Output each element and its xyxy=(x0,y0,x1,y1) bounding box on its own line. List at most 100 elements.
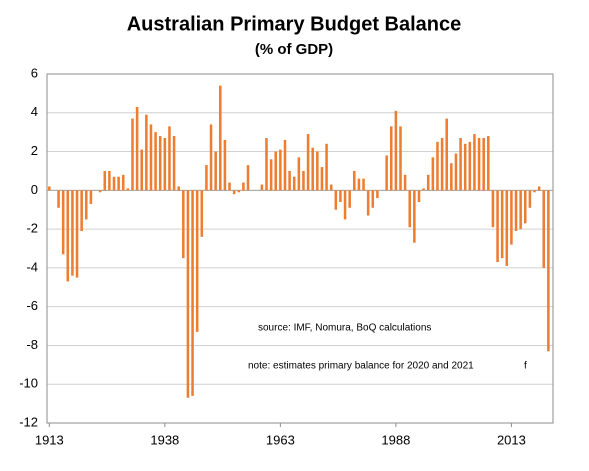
bar xyxy=(158,136,162,191)
bar xyxy=(496,190,499,263)
bar xyxy=(200,190,204,237)
bar xyxy=(468,141,472,191)
bar xyxy=(191,190,194,396)
bar xyxy=(232,190,236,195)
bar xyxy=(71,190,74,276)
x-tick-label: 1938 xyxy=(150,432,179,447)
bar xyxy=(547,190,550,352)
x-tick-label: 1963 xyxy=(266,432,295,447)
bar xyxy=(112,176,116,191)
bar xyxy=(329,184,333,191)
bar xyxy=(140,149,144,191)
bar xyxy=(311,147,314,191)
bar xyxy=(394,110,398,191)
bar xyxy=(135,106,139,191)
bar xyxy=(283,139,287,191)
bar xyxy=(186,190,190,398)
bar xyxy=(357,178,361,191)
bar xyxy=(182,190,185,259)
bar xyxy=(177,186,180,191)
bar xyxy=(265,137,268,191)
x-tick-label: 1988 xyxy=(381,432,410,447)
bar xyxy=(533,190,536,193)
bar xyxy=(450,163,453,191)
bar xyxy=(246,165,250,191)
bar xyxy=(362,178,365,191)
bar xyxy=(353,170,356,191)
bar xyxy=(426,174,430,191)
bar xyxy=(237,190,241,193)
y-tick-label: 2 xyxy=(31,143,38,158)
bar xyxy=(269,159,273,191)
bar xyxy=(214,151,217,191)
bar xyxy=(417,190,421,202)
bar xyxy=(510,190,513,245)
y-tick-label: -4 xyxy=(26,259,38,274)
bar xyxy=(473,134,476,191)
annotation: note: estimates primary balance for 2020… xyxy=(248,361,474,372)
bar xyxy=(376,190,379,199)
bar xyxy=(399,126,402,191)
bar xyxy=(149,124,153,191)
bar xyxy=(145,114,148,191)
bar xyxy=(505,190,509,266)
bar xyxy=(205,165,208,191)
bar xyxy=(288,170,291,191)
annotation: source: IMF, Nomura, BoQ calculations xyxy=(258,323,431,334)
bar xyxy=(85,190,88,220)
bar xyxy=(98,190,102,193)
bar xyxy=(154,132,157,191)
bar xyxy=(500,190,504,259)
bar xyxy=(66,190,70,282)
bar xyxy=(366,190,370,216)
bar xyxy=(75,190,79,278)
bar xyxy=(297,157,301,191)
bar xyxy=(440,137,444,191)
bar xyxy=(163,137,167,191)
y-tick-label: 4 xyxy=(31,104,38,119)
bar xyxy=(103,170,107,191)
bar xyxy=(339,190,342,202)
bar xyxy=(482,137,485,191)
bar xyxy=(463,143,467,191)
bar xyxy=(242,182,245,191)
bar xyxy=(491,190,495,228)
bar xyxy=(413,190,416,243)
bar xyxy=(389,126,393,191)
y-tick-label: -2 xyxy=(26,221,38,236)
bar xyxy=(334,190,338,210)
bar xyxy=(348,190,351,208)
bar xyxy=(524,190,527,224)
bar xyxy=(61,190,65,255)
chart-title: Australian Primary Budget Balance xyxy=(127,13,462,35)
bar xyxy=(168,126,171,191)
bar xyxy=(371,190,375,208)
bar xyxy=(223,139,227,191)
y-tick-label: -6 xyxy=(26,298,38,313)
bar xyxy=(131,118,134,191)
bar xyxy=(408,190,412,228)
bar xyxy=(459,137,462,191)
bar xyxy=(445,118,448,191)
y-tick-label: 6 xyxy=(31,65,38,80)
bar xyxy=(108,170,111,191)
x-tick-label: 1913 xyxy=(35,432,64,447)
bar xyxy=(274,151,278,191)
bar xyxy=(195,190,199,332)
bar xyxy=(126,188,130,191)
bar xyxy=(292,176,296,191)
bar xyxy=(514,190,518,232)
bar xyxy=(403,174,407,191)
bar xyxy=(477,137,481,191)
bar xyxy=(117,176,120,191)
bar xyxy=(219,85,222,191)
bar xyxy=(306,134,310,191)
bar xyxy=(528,190,532,208)
bar xyxy=(422,188,425,191)
bar xyxy=(385,155,388,191)
bar xyxy=(302,170,305,191)
bar xyxy=(454,153,458,191)
bar xyxy=(325,143,328,191)
bar xyxy=(537,186,541,191)
